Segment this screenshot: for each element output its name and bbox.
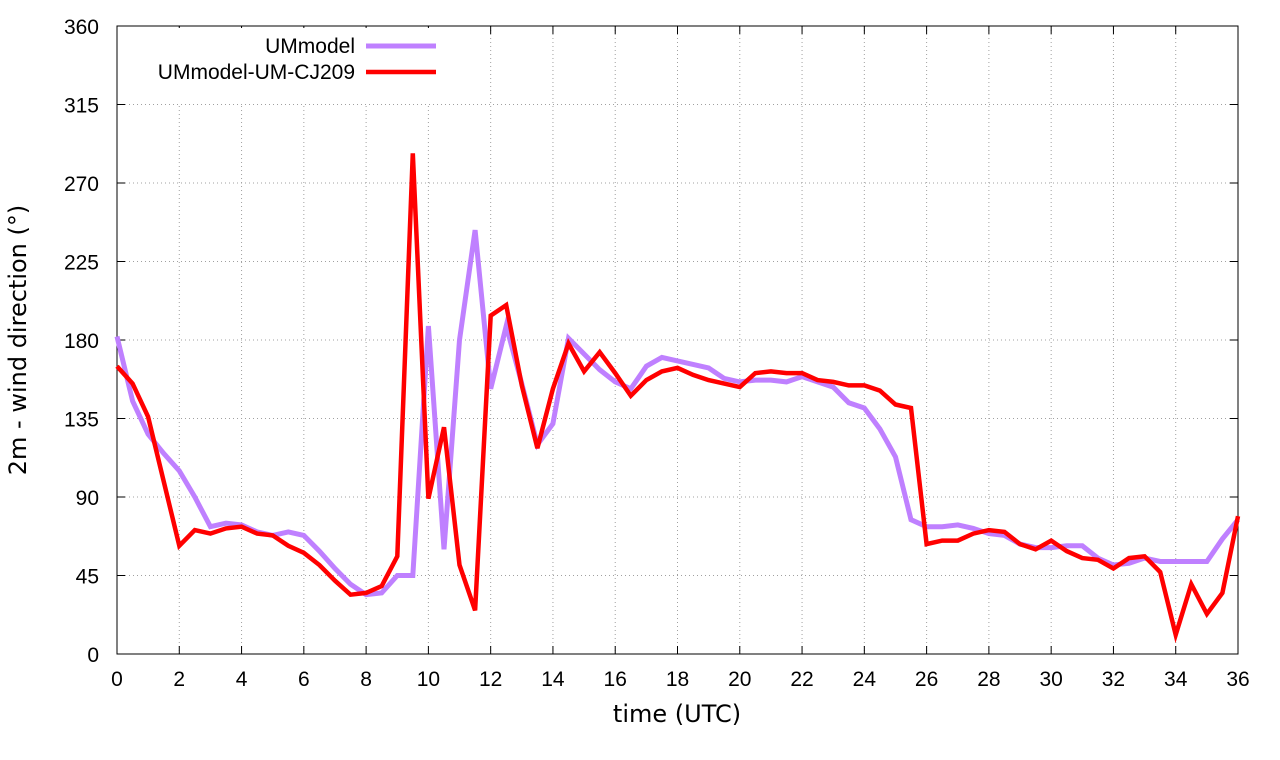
x-tick-label: 16: [604, 668, 627, 691]
x-tick-label: 4: [236, 668, 248, 691]
x-tick-label: 26: [915, 668, 938, 691]
axis-ticks: 0 2 4 6 8 10 12 14 16 18 20 22 24 26 28 30 32 34 360459013…: [64, 16, 1250, 691]
y-tick-label: 360: [64, 16, 99, 39]
x-tick-label: 18: [666, 668, 689, 691]
x-tick-label: 24: [853, 668, 877, 691]
x-tick-label: 2: [173, 668, 185, 691]
y-tick-label: 135: [64, 409, 99, 432]
y-tick-label: 0: [87, 644, 99, 667]
x-tick-label: 14: [541, 668, 565, 691]
legend: UMmodel UMmodel-UM-CJ209: [120, 28, 448, 104]
y-tick-label: 90: [76, 487, 99, 510]
legend-background: [120, 28, 448, 104]
y-tick-label: 315: [64, 95, 99, 118]
legend-label: UMmodel: [265, 35, 355, 58]
legend-label: UMmodel-UM-CJ209: [158, 61, 355, 84]
x-tick-label: 28: [977, 668, 1000, 691]
x-tick-label: 34: [1164, 668, 1188, 691]
series-layer: [114, 153, 1241, 644]
x-tick-label: 12: [479, 668, 502, 691]
x-tick-label: 22: [790, 668, 813, 691]
y-tick-label: 225: [64, 252, 99, 275]
x-tick-label: 10: [417, 668, 440, 691]
x-tick-label: 8: [360, 668, 372, 691]
y-tick-label: 45: [76, 566, 99, 589]
x-tick-label: 36: [1226, 668, 1249, 691]
series-line-ummodel-um-cj209: [115, 153, 1241, 644]
grid: [117, 26, 1238, 654]
x-tick-label: 32: [1102, 668, 1125, 691]
x-tick-label: 30: [1039, 668, 1062, 691]
x-tick-label: 6: [298, 668, 310, 691]
y-axis-label: 2m - wind direction (°): [4, 205, 32, 475]
x-axis-label: time (UTC): [613, 700, 741, 728]
y-tick-label: 180: [64, 330, 99, 353]
y-tick-label: 270: [64, 173, 99, 196]
x-tick-label: 0: [111, 668, 123, 691]
x-tick-label: 20: [728, 668, 751, 691]
series-line-ummodel: [114, 229, 1240, 598]
